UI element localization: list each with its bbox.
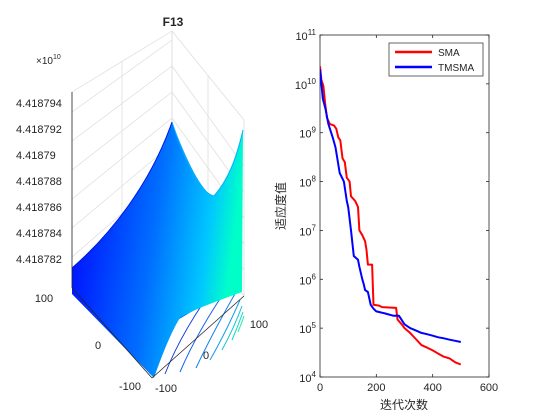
y-tick-base: 10 — [299, 373, 311, 385]
surface-plot: F13 ×1010 — [16, 15, 268, 395]
y-tick-label: 104 — [299, 370, 316, 385]
y-tick-label: 1011 — [295, 28, 316, 43]
legend-label-sma: SMA — [438, 48, 460, 59]
z-tick-label: 4.418784 — [16, 228, 62, 240]
y-tick-label: 1010 — [295, 77, 317, 92]
y-tick-base: 10 — [299, 226, 311, 238]
x-tick-label: 400 — [423, 382, 441, 394]
y-tick-exponent: 7 — [312, 223, 317, 232]
y-tick-label: 106 — [299, 272, 316, 287]
y-tick-exponent: 5 — [312, 321, 317, 330]
x-tick-label: 0 — [203, 350, 209, 362]
x-tick-label: -100 — [155, 383, 177, 395]
x-tick-label: 100 — [250, 319, 268, 331]
x-axis-ticks: 0 200 400 600 — [317, 35, 498, 394]
x-tick-label: 0 — [317, 382, 323, 394]
y-tick-base: 10 — [299, 178, 311, 190]
z-ticks: 4.418782 4.418784 4.418786 4.418788 4.41… — [16, 98, 62, 266]
z-tick-label: 4.418782 — [16, 254, 62, 266]
legend-box — [388, 42, 484, 77]
y-tick-label: -100 — [119, 381, 141, 393]
z-tick-label: 4.418786 — [16, 202, 62, 214]
y-tick-label: 105 — [299, 321, 316, 336]
y-tick-exponent: 9 — [312, 126, 317, 135]
legend-label-tmsma: TMSMA — [438, 63, 474, 74]
plot-area — [319, 34, 490, 378]
z-scale-exponent: 10 — [53, 54, 61, 61]
y-tick-base: 10 — [295, 31, 307, 43]
y-tick-base: 10 — [299, 129, 311, 141]
floor-axes — [71, 92, 245, 379]
legend: SMA TMSMA — [388, 42, 484, 77]
y-tick-exponent: 11 — [308, 28, 317, 37]
z-tick-label: 4.41879 — [16, 150, 56, 162]
y-tick-exponent: 10 — [307, 77, 316, 86]
y-tick-exponent: 6 — [312, 272, 317, 281]
y-tick-base: 10 — [299, 324, 311, 336]
y-tick-label: 107 — [299, 223, 316, 238]
x-tick-label: 200 — [367, 382, 385, 394]
z-tick-label: 4.418794 — [16, 98, 62, 110]
y-tick-label: 100 — [35, 293, 53, 305]
y-axis-label: 适应度值 — [273, 182, 288, 230]
y-tick-base: 10 — [295, 80, 307, 92]
y-tick-label: 109 — [299, 126, 316, 141]
z-tick-label: 4.418788 — [16, 176, 62, 188]
surface-mesh — [71, 121, 244, 378]
series-layer — [320, 66, 462, 366]
z-scale-label: ×1010 — [36, 54, 61, 67]
y-tick-base: 10 — [299, 275, 311, 287]
surface-title: F13 — [163, 15, 184, 29]
z-scale-prefix: ×10 — [36, 56, 53, 67]
y-tick-label: 108 — [299, 175, 316, 190]
series-line-tmsma — [320, 69, 462, 343]
y-tick-exponent: 8 — [312, 175, 317, 184]
z-tick-label: 4.418792 — [16, 124, 62, 136]
xy-ticks: 100 0 -100 -100 0 100 — [35, 293, 268, 395]
x-axis-label: 迭代次数 — [380, 397, 428, 412]
x-tick-label: 600 — [480, 382, 498, 394]
series-line-sma — [320, 66, 462, 366]
y-tick-exponent: 4 — [312, 370, 317, 379]
y-tick-label: 0 — [95, 340, 101, 352]
